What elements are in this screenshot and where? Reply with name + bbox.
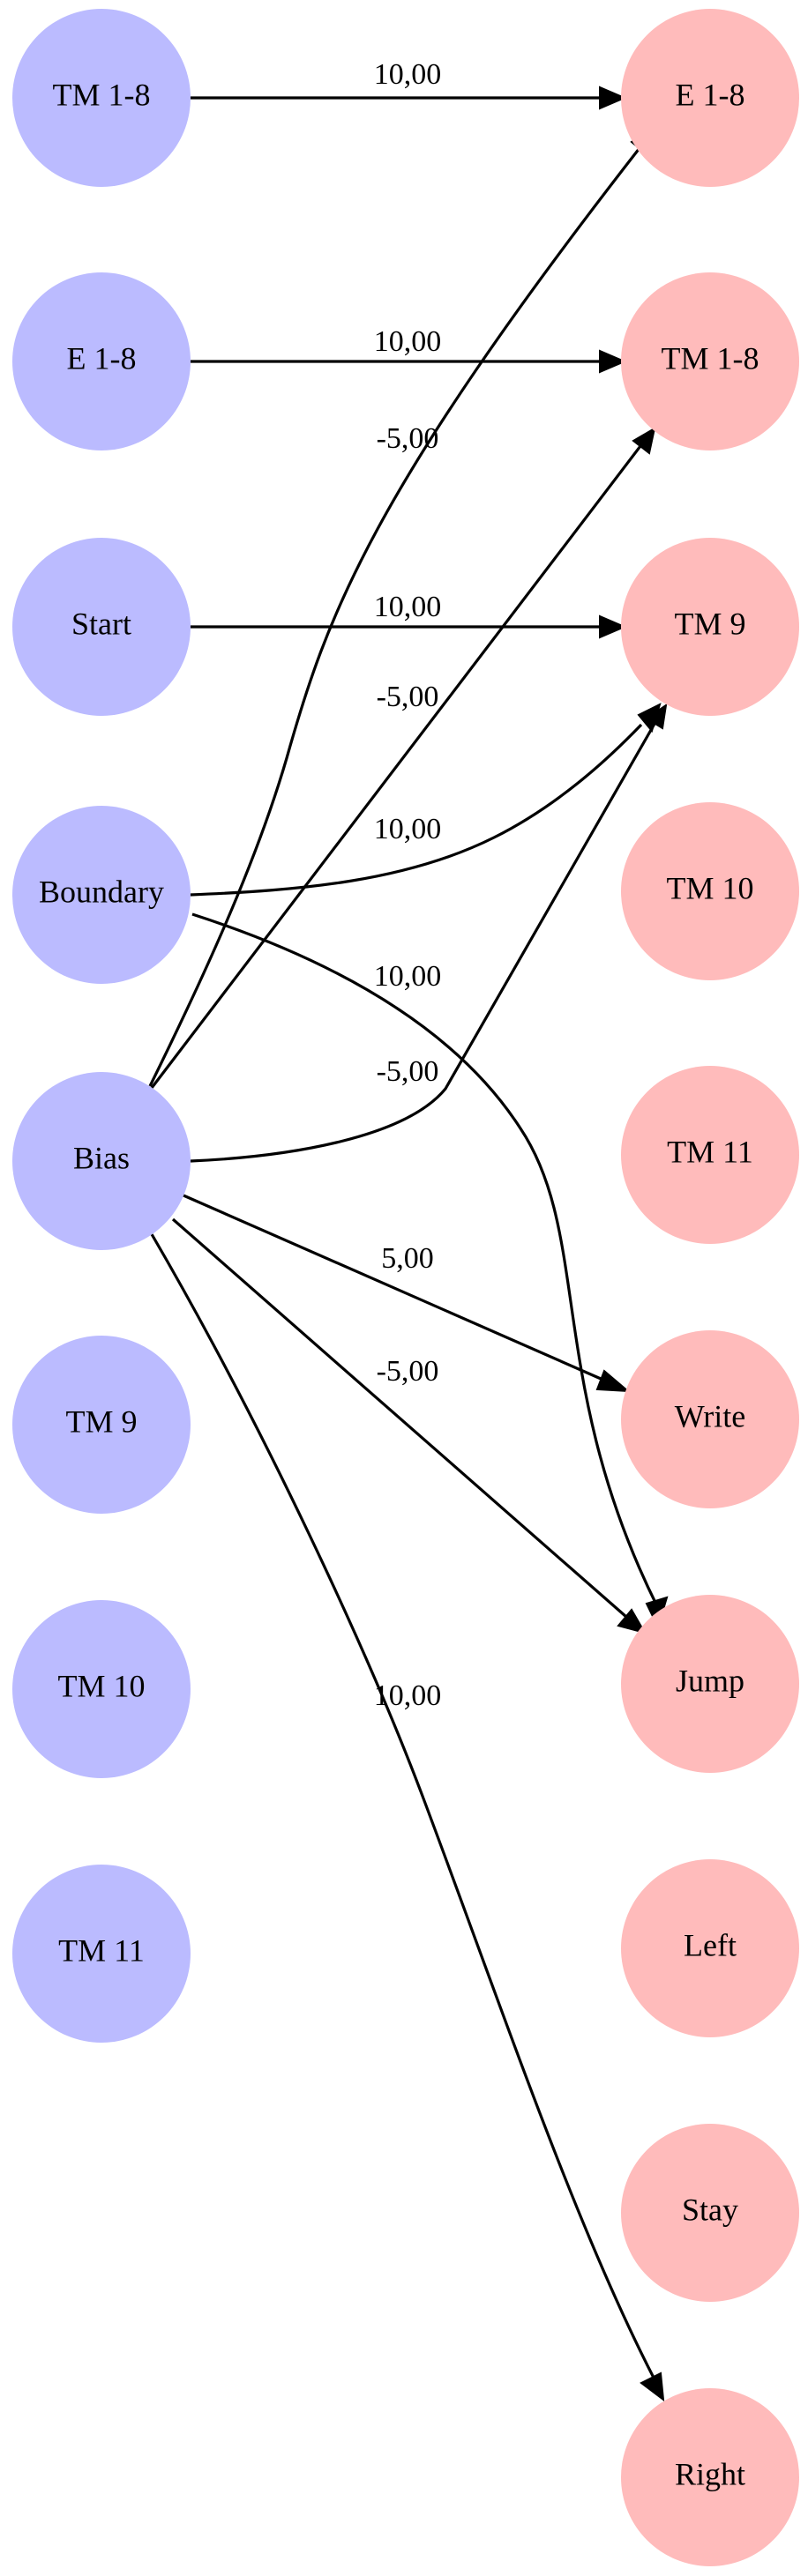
output-node-circle (621, 9, 799, 187)
output-node-label: TM 9 (675, 606, 746, 641)
output-node-circle (621, 802, 799, 980)
input-node-start: Start (12, 538, 191, 716)
input-nodes-layer: TM 1-8 E 1-8 Start Boundary Bias TM 9 TM… (12, 9, 191, 2043)
output-node-circle (621, 272, 799, 450)
input-node-circle (12, 1072, 191, 1250)
output-node-label: Right (675, 2456, 745, 2491)
output-node-label: Write (675, 1398, 746, 1433)
input-node-circle (12, 272, 191, 450)
input-node-boundary: Boundary (12, 806, 191, 984)
input-node-tm-11: TM 11 (12, 1865, 191, 2043)
edge-bias-to-jump: -5,00 (171, 1217, 647, 1634)
output-node-circle (621, 2124, 799, 2302)
edge-label-boundary-jump: 10,00 (374, 960, 442, 993)
edge-label-tm18-e18: 10,00 (374, 58, 442, 91)
input-node-circle (12, 806, 191, 984)
output-node-tm-11: TM 11 (621, 1066, 799, 1244)
edge-tm18-to-e18: 10,00 (191, 58, 627, 110)
edge-label-boundary-tm9: 10,00 (374, 813, 442, 845)
input-node-circle (12, 1865, 191, 2043)
output-node-left: Left (621, 1859, 799, 2037)
edge-bias-to-tm9: -5,00 (190, 703, 668, 1163)
input-node-label: E 1-8 (67, 340, 137, 376)
output-nodes-layer: E 1-8 TM 1-8 TM 9 TM 10 TM 11 Write Jump (621, 9, 799, 2566)
input-node-circle (12, 1336, 191, 1514)
output-node-label: TM 1-8 (662, 340, 759, 376)
output-node-label: Jump (676, 1663, 744, 1698)
output-node-circle (621, 538, 799, 716)
edge-boundary-to-jump: 10,00 (191, 912, 669, 1630)
input-node-bias: Bias (12, 1072, 191, 1250)
input-node-label: Boundary (39, 874, 164, 909)
edge-bias-to-tm18: -5,00 (150, 426, 656, 1089)
output-node-tm-9: TM 9 (621, 538, 799, 716)
output-node-label: TM 10 (667, 870, 754, 905)
input-node-label: TM 10 (58, 1668, 146, 1703)
input-node-circle (12, 538, 191, 716)
output-node-label: Left (684, 1927, 737, 1962)
output-node-circle (621, 1595, 799, 1773)
input-node-e-1-8: E 1-8 (12, 272, 191, 450)
edge-bias-to-write: 5,00 (183, 1194, 631, 1393)
edge-label-e18-tm18: 10,00 (374, 325, 442, 358)
edge-e18-to-tm18: 10,00 (191, 325, 627, 374)
edge-label-bias-e18: -5,00 (377, 422, 439, 455)
output-node-label: Stay (682, 2192, 738, 2227)
output-node-label: E 1-8 (676, 77, 745, 112)
output-node-circle (621, 1859, 799, 2037)
edge-bias-to-right: 10,00 (150, 1233, 665, 2402)
input-node-label: TM 11 (58, 1932, 145, 1968)
output-node-write: Write (621, 1330, 799, 1508)
edge-label-bias-tm9: -5,00 (377, 1055, 439, 1088)
input-node-label: TM 9 (66, 1403, 138, 1439)
input-node-label: TM 1-8 (53, 77, 151, 112)
edge-label-start-tm9: 10,00 (374, 591, 442, 623)
input-node-tm-1-8: TM 1-8 (12, 9, 191, 187)
output-node-jump: Jump (621, 1595, 799, 1773)
input-node-tm-10: TM 10 (12, 1600, 191, 1778)
output-node-circle (621, 1330, 799, 1508)
output-node-label: TM 11 (667, 1134, 753, 1169)
output-node-circle (621, 2388, 799, 2566)
input-node-circle (12, 1600, 191, 1778)
output-node-tm-1-8: TM 1-8 (621, 272, 799, 450)
edge-label-bias-right: 10,00 (374, 1679, 442, 1712)
input-node-label: Start (71, 606, 131, 641)
output-node-stay: Stay (621, 2124, 799, 2302)
edge-label-bias-tm18: -5,00 (377, 681, 439, 713)
input-node-label: Bias (73, 1140, 130, 1175)
input-node-tm-9: TM 9 (12, 1336, 191, 1514)
output-node-tm-10: TM 10 (621, 802, 799, 980)
output-node-circle (621, 1066, 799, 1244)
edge-label-bias-jump: -5,00 (377, 1355, 439, 1388)
output-node-right: Right (621, 2388, 799, 2566)
edge-boundary-to-tm9: 10,00 (190, 703, 662, 897)
edges-layer: 10,00 10,00 10,00 10,00 10,00 -5,00 (148, 58, 669, 2402)
output-node-e-1-8: E 1-8 (621, 9, 799, 187)
edge-start-to-tm9: 10,00 (191, 591, 627, 639)
edge-label-bias-write: 5,00 (381, 1242, 434, 1275)
input-node-circle (12, 9, 191, 187)
